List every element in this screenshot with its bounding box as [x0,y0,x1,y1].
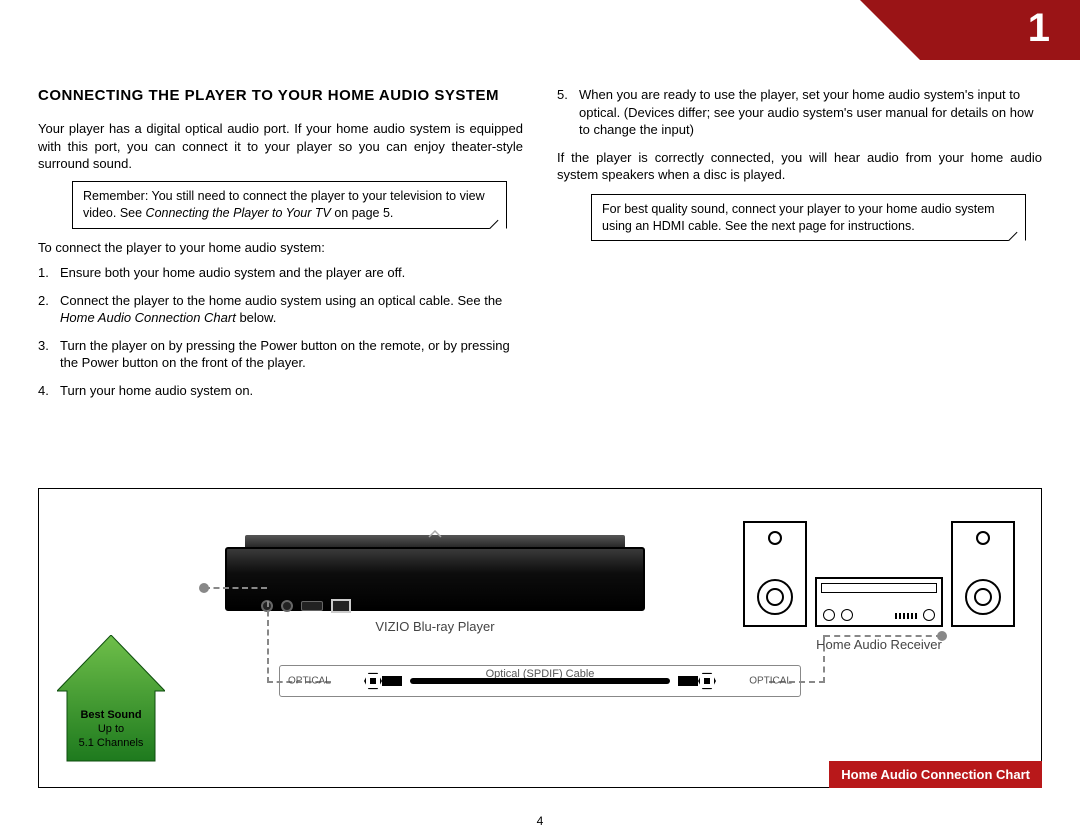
best-sound-badge: Best Sound Up to 5.1 Channels [57,635,165,765]
receiver-icon [815,577,943,627]
speaker-left-icon [743,521,807,627]
chart-title-tag: Home Audio Connection Chart [829,761,1042,788]
port-label-left: OPTICAL [288,676,331,687]
page-number: 4 [537,814,544,828]
badge-line1: Up to [57,723,165,737]
connection-line [267,601,269,683]
remember-note-link: Connecting the Player to Your TV [146,206,331,220]
player-label: VIZIO Blu-ray Player [225,619,645,634]
remember-note: Remember: You still need to connect the … [72,181,507,229]
optical-cable: Optical (SPDIF) Cable OPTICAL OPTICAL [279,665,801,697]
hdmi-port-icon [301,601,323,611]
connection-line [823,635,825,683]
connection-chart: Best Sound Up to 5.1 Channels VIZIO Blu-… [38,488,1042,788]
column-left: CONNECTING THE PLAYER TO YOUR HOME AUDIO… [38,86,523,409]
step-5: When you are ready to use the player, se… [557,86,1042,139]
step-4: Turn your home audio system on. [38,382,523,400]
cable-plug-icon [678,672,716,690]
closing-paragraph: If the player is correctly connected, yo… [557,149,1042,184]
step-2: Connect the player to the home audio sys… [38,292,523,327]
port-icon [281,600,293,612]
chapter-corner: 1 [820,0,1080,60]
speaker-right-icon [951,521,1015,627]
home-audio-system: Home Audio Receiver [743,521,1015,641]
step-1: Ensure both your home audio system and t… [38,264,523,282]
chapter-number: 1 [1028,6,1050,51]
connection-line [824,635,942,637]
step-3: Turn the player on by pressing the Power… [38,337,523,372]
receiver-label: Home Audio Receiver [743,637,1015,652]
intro-paragraph: Your player has a digital optical audio … [38,120,523,173]
ethernet-port-icon [331,599,351,613]
steps-right: When you are ready to use the player, se… [557,86,1042,139]
bluray-player: VIZIO Blu-ray Player [225,531,645,617]
body-columns: CONNECTING THE PLAYER TO YOUR HOME AUDIO… [38,86,1042,409]
hdmi-note: For best quality sound, connect your pla… [591,194,1026,242]
cable-plug-icon [364,672,402,690]
port-label-right: OPTICAL [749,676,792,687]
section-title: CONNECTING THE PLAYER TO YOUR HOME AUDIO… [38,86,523,106]
badge-line2: 5.1 Channels [57,737,165,751]
badge-title: Best Sound [57,709,165,723]
lead-in: To connect the player to your home audio… [38,239,523,257]
steps-left: Ensure both your home audio system and t… [38,264,523,399]
cable-wire-icon [410,678,670,684]
player-logo-icon [427,529,443,542]
connection-line [204,587,267,589]
remember-note-post: on page 5. [331,206,394,220]
column-right: When you are ready to use the player, se… [557,86,1042,409]
